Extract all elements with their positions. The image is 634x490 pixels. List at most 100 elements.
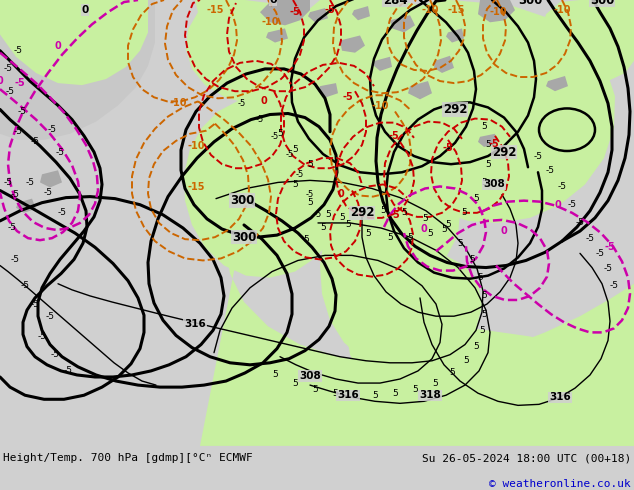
Text: -5: -5 <box>567 200 576 209</box>
Text: -10: -10 <box>421 5 439 15</box>
Text: -5: -5 <box>30 299 39 309</box>
Text: -5: -5 <box>56 147 65 156</box>
Text: -5: -5 <box>44 188 53 197</box>
Polygon shape <box>546 76 568 91</box>
Text: 5: 5 <box>307 160 313 169</box>
Polygon shape <box>318 83 338 98</box>
Text: 5: 5 <box>407 233 413 242</box>
Text: 284: 284 <box>383 0 407 6</box>
Polygon shape <box>0 0 148 85</box>
Text: -5: -5 <box>605 242 616 252</box>
Text: -15: -15 <box>187 182 205 193</box>
Text: -5: -5 <box>604 264 612 273</box>
Text: 5: 5 <box>345 220 351 229</box>
Text: -5: -5 <box>37 332 46 341</box>
Text: -5: -5 <box>314 210 322 220</box>
Text: 316: 316 <box>184 319 206 329</box>
Text: -5: -5 <box>586 234 595 243</box>
Text: -5: -5 <box>256 115 264 124</box>
Text: 5: 5 <box>372 391 378 400</box>
Text: -5: -5 <box>48 125 56 134</box>
Polygon shape <box>478 0 515 22</box>
Text: -5: -5 <box>4 64 13 74</box>
Text: 5: 5 <box>445 220 451 229</box>
Text: 5: 5 <box>479 326 485 335</box>
Text: -5: -5 <box>271 132 279 141</box>
Text: 300: 300 <box>590 0 614 6</box>
Polygon shape <box>308 8 328 22</box>
Text: 5: 5 <box>325 210 331 220</box>
Text: -5: -5 <box>51 350 60 359</box>
Text: 5: 5 <box>481 178 487 187</box>
Text: -10: -10 <box>169 98 187 108</box>
Text: -5: -5 <box>15 78 25 88</box>
Text: 316: 316 <box>337 390 359 400</box>
Text: 5: 5 <box>473 342 479 351</box>
Text: 300: 300 <box>518 0 542 6</box>
Text: -10: -10 <box>187 141 205 151</box>
Text: -5: -5 <box>63 367 72 375</box>
Text: 292: 292 <box>492 146 516 158</box>
Text: Height/Temp. 700 hPa [gdmp][°Cⁿ ECMWF: Height/Temp. 700 hPa [gdmp][°Cⁿ ECMWF <box>3 453 253 463</box>
Polygon shape <box>340 35 365 53</box>
Text: 316: 316 <box>549 392 571 402</box>
Text: 292: 292 <box>443 103 467 116</box>
Text: -5: -5 <box>25 178 34 187</box>
Text: -5: -5 <box>58 208 67 218</box>
Text: 0: 0 <box>420 224 427 234</box>
Text: 5: 5 <box>359 208 365 218</box>
Text: 5: 5 <box>485 141 491 149</box>
Text: 5: 5 <box>380 206 386 215</box>
Polygon shape <box>373 57 392 71</box>
Polygon shape <box>446 28 464 43</box>
Text: -5: -5 <box>13 46 22 55</box>
Text: -5: -5 <box>342 92 353 102</box>
Text: -5: -5 <box>46 312 55 320</box>
Polygon shape <box>186 0 330 103</box>
Text: -10: -10 <box>553 5 571 15</box>
Text: -5: -5 <box>290 7 301 17</box>
Text: 5: 5 <box>473 194 479 203</box>
Text: 5: 5 <box>461 208 467 218</box>
Text: -5: -5 <box>13 127 22 136</box>
Text: © weatheronline.co.uk: © weatheronline.co.uk <box>489 479 631 489</box>
Polygon shape <box>40 170 62 188</box>
Text: 0: 0 <box>261 97 268 106</box>
Text: -5: -5 <box>11 255 20 264</box>
Text: 0: 0 <box>555 200 561 210</box>
Text: 308: 308 <box>483 179 505 190</box>
Text: 5: 5 <box>432 379 438 388</box>
Text: 5: 5 <box>292 146 298 154</box>
Text: -5: -5 <box>20 281 30 290</box>
Polygon shape <box>266 28 288 43</box>
Text: 5: 5 <box>272 370 278 379</box>
Polygon shape <box>352 6 370 20</box>
Text: -5: -5 <box>18 107 27 116</box>
Polygon shape <box>0 0 155 446</box>
Text: -5: -5 <box>557 182 567 191</box>
Text: 5: 5 <box>292 379 298 388</box>
Text: -10: -10 <box>372 101 389 111</box>
Text: 0: 0 <box>269 0 277 5</box>
Text: -5: -5 <box>8 222 16 231</box>
Polygon shape <box>266 0 484 178</box>
Polygon shape <box>478 134 497 147</box>
Text: -15: -15 <box>206 5 224 15</box>
Polygon shape <box>260 0 310 25</box>
Text: 292: 292 <box>350 206 374 220</box>
Polygon shape <box>408 81 432 99</box>
Polygon shape <box>184 98 634 446</box>
Text: 5: 5 <box>303 235 309 244</box>
Text: -5: -5 <box>325 5 335 15</box>
Polygon shape <box>434 56 454 73</box>
Text: 5: 5 <box>387 233 393 242</box>
Text: -5: -5 <box>6 87 15 96</box>
Text: 5: 5 <box>339 213 345 222</box>
Text: 0: 0 <box>81 5 89 15</box>
Text: 5: 5 <box>463 356 469 365</box>
Text: 0: 0 <box>338 189 344 198</box>
Polygon shape <box>308 91 634 446</box>
Polygon shape <box>16 198 36 213</box>
Text: 5: 5 <box>469 255 475 264</box>
Text: 5: 5 <box>352 391 358 400</box>
